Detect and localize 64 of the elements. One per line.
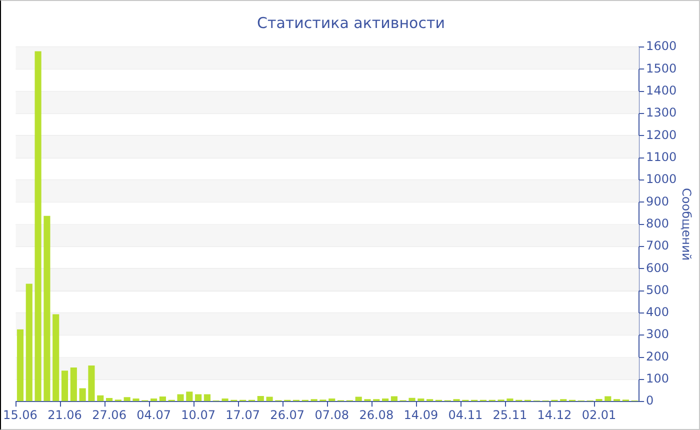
bar (34, 51, 42, 402)
y-tick-label: 1100 (646, 150, 677, 164)
x-tick-label: 15.06 (3, 408, 38, 422)
y-tick-label: 1300 (646, 106, 677, 120)
bar (186, 392, 193, 402)
bar (61, 370, 68, 402)
y-tick-label: 1000 (646, 172, 677, 186)
x-tick-label: 10.07 (181, 408, 216, 422)
y-tick-label: 100 (646, 372, 669, 386)
x-tick-label: 14.09 (404, 408, 438, 422)
chart-title: Статистика активности (257, 14, 445, 32)
bar (257, 396, 264, 402)
x-tick-label: 07.08 (314, 408, 350, 422)
bar (159, 396, 166, 402)
x-tick-label: 04.11 (448, 408, 483, 422)
x-tick-label: 26.07 (270, 408, 305, 422)
bar (506, 398, 514, 402)
y-tick-label: 1600 (646, 39, 677, 54)
bar (222, 398, 228, 402)
bar (195, 394, 202, 402)
y-tick-label: 400 (646, 305, 669, 320)
y-axis-title: Сообщений (680, 188, 694, 261)
bar (44, 216, 50, 402)
y-tick-label: 300 (646, 327, 669, 342)
bar (390, 396, 398, 402)
y-tick-label: 500 (646, 282, 669, 297)
bar (88, 365, 95, 402)
bar (596, 398, 602, 402)
x-tick-label: 02.01 (582, 408, 616, 422)
bar (132, 398, 140, 402)
y-tick-label: 1400 (646, 83, 677, 98)
bar (124, 397, 130, 402)
x-tick-label: 27.06 (92, 408, 126, 422)
y-tick-label: 0 (646, 394, 654, 408)
x-tick-label: 14.12 (537, 408, 572, 422)
bar (177, 394, 184, 402)
bar (26, 284, 32, 402)
bar (266, 396, 273, 402)
bar (204, 394, 211, 402)
x-tick-label: 04.07 (136, 408, 171, 422)
y-tick-label: 800 (646, 216, 669, 230)
bar (418, 398, 424, 402)
y-tick-label: 700 (646, 238, 669, 253)
bar (52, 314, 60, 402)
bar (604, 396, 612, 402)
bar (97, 395, 104, 402)
y-tick-label: 600 (646, 260, 669, 275)
x-tick-label: 17.07 (226, 408, 260, 422)
y-tick-label: 900 (646, 194, 669, 208)
bar (16, 329, 24, 402)
bar (79, 388, 86, 402)
x-tick-label: 25.11 (492, 408, 528, 422)
bar (70, 367, 77, 402)
y-tick-label: 200 (646, 349, 669, 364)
bar (106, 398, 113, 402)
y-tick-label: 1500 (646, 61, 677, 76)
y-tick-label: 1200 (646, 128, 677, 142)
x-tick-label: 26.08 (359, 408, 394, 422)
bar (408, 398, 416, 402)
bar (328, 398, 336, 402)
bar (150, 398, 158, 402)
bar (355, 396, 362, 402)
x-tick-label: 21.06 (48, 408, 82, 422)
bar (382, 398, 389, 402)
